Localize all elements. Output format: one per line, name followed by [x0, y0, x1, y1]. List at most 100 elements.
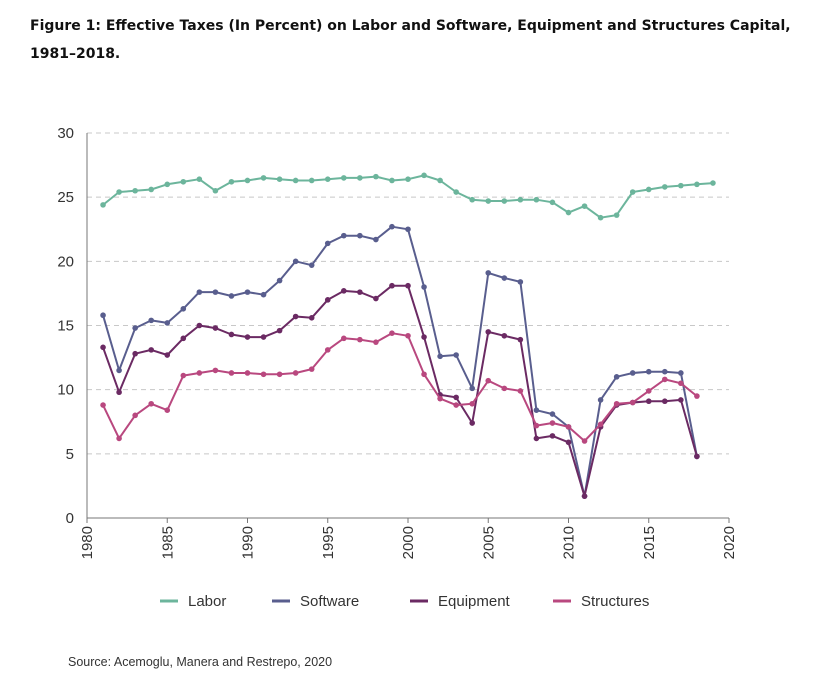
software-point	[629, 370, 636, 376]
legend-label: Software	[300, 593, 359, 610]
software-point	[196, 289, 203, 295]
software-point	[469, 385, 476, 392]
series-equipment	[100, 282, 700, 499]
equipment-point	[100, 344, 106, 351]
software-point	[228, 293, 235, 299]
labor-point	[629, 189, 636, 195]
legend-item-structures: Structures	[553, 593, 649, 610]
labor-point	[212, 187, 219, 194]
labor-point	[469, 196, 476, 203]
equipment-point	[292, 313, 299, 320]
structures-point	[421, 371, 427, 378]
structures-line	[102, 332, 698, 442]
equipment-point	[405, 282, 411, 289]
x-tick-label: 2020	[721, 526, 738, 559]
series-lines	[100, 172, 716, 499]
structures-point	[662, 376, 668, 383]
labor-point	[453, 189, 459, 195]
equipment-point	[645, 398, 652, 405]
labor-point	[196, 176, 203, 182]
equipment-point	[308, 315, 315, 321]
structures-point	[565, 424, 572, 430]
y-tick-label: 15	[57, 318, 74, 335]
labor-point	[581, 203, 588, 209]
structures-point	[549, 420, 556, 426]
equipment-point	[581, 493, 588, 499]
axes: 0 5 10 15 20 25 30 1980 1985 1990 1995 2000 2005 2010…	[57, 125, 738, 559]
equipment-point	[132, 350, 138, 357]
labor-point	[164, 181, 171, 188]
equipment-point	[260, 334, 267, 340]
x-tick-label: 1985	[159, 526, 176, 559]
structures-point	[453, 402, 459, 408]
equipment-point	[517, 336, 524, 343]
labor-point	[501, 198, 508, 204]
labor-point	[694, 181, 700, 188]
software-point	[453, 352, 459, 358]
equipment-point	[116, 389, 122, 396]
equipment-point	[228, 331, 235, 338]
structures-point	[244, 370, 251, 376]
software-point	[164, 320, 171, 326]
equipment-point	[324, 297, 331, 303]
labor-point	[421, 172, 427, 179]
labor-point	[292, 177, 299, 184]
structures-point	[469, 400, 476, 407]
legend-label: Equipment	[438, 593, 511, 610]
equipment-point	[164, 352, 171, 358]
software-point	[645, 368, 652, 375]
labor-point	[276, 176, 283, 182]
labor-point	[565, 209, 572, 216]
structures-point	[694, 393, 700, 399]
y-tick-label: 30	[57, 125, 74, 142]
series-structures	[100, 330, 700, 444]
software-line	[102, 225, 698, 498]
software-point	[148, 317, 154, 324]
series-labor	[100, 172, 716, 221]
labor-point	[549, 199, 556, 206]
structures-point	[597, 421, 604, 428]
structures-point	[116, 435, 122, 442]
structures-point	[678, 380, 684, 387]
y-tick-label: 10	[57, 382, 74, 399]
equipment-point	[212, 325, 219, 331]
grid-lines	[87, 132, 729, 455]
labor-point	[357, 175, 363, 181]
equipment-point	[389, 282, 395, 289]
labor-point	[180, 178, 187, 185]
software-point	[373, 236, 379, 243]
software-point	[597, 397, 604, 403]
labor-point	[678, 182, 684, 189]
structures-point	[212, 367, 219, 374]
labor-point	[533, 196, 540, 203]
structures-point	[485, 377, 492, 384]
labor-point	[389, 177, 395, 184]
equipment-point	[694, 453, 700, 460]
structures-point	[629, 399, 636, 406]
software-point	[517, 279, 524, 285]
software-point	[260, 291, 267, 298]
labor-point	[437, 177, 443, 184]
software-point	[501, 275, 508, 281]
software-point	[212, 289, 219, 295]
structures-point	[148, 400, 154, 407]
labor-point	[613, 212, 620, 218]
structures-point	[405, 332, 411, 339]
equipment-point	[678, 397, 684, 403]
equipment-point	[565, 439, 572, 446]
equipment-point	[148, 347, 154, 353]
equipment-point	[276, 327, 283, 334]
software-point	[180, 306, 187, 312]
structures-point	[501, 385, 508, 392]
y-tick-label: 5	[66, 446, 74, 463]
labor-point	[373, 173, 379, 180]
structures-point	[324, 347, 331, 353]
x-tick-label: 2015	[641, 526, 658, 559]
labor-point	[517, 196, 524, 203]
software-point	[292, 258, 299, 265]
equipment-point	[453, 394, 459, 401]
structures-point	[581, 438, 588, 444]
software-point	[132, 325, 138, 331]
x-tick-label: 2005	[480, 526, 497, 559]
